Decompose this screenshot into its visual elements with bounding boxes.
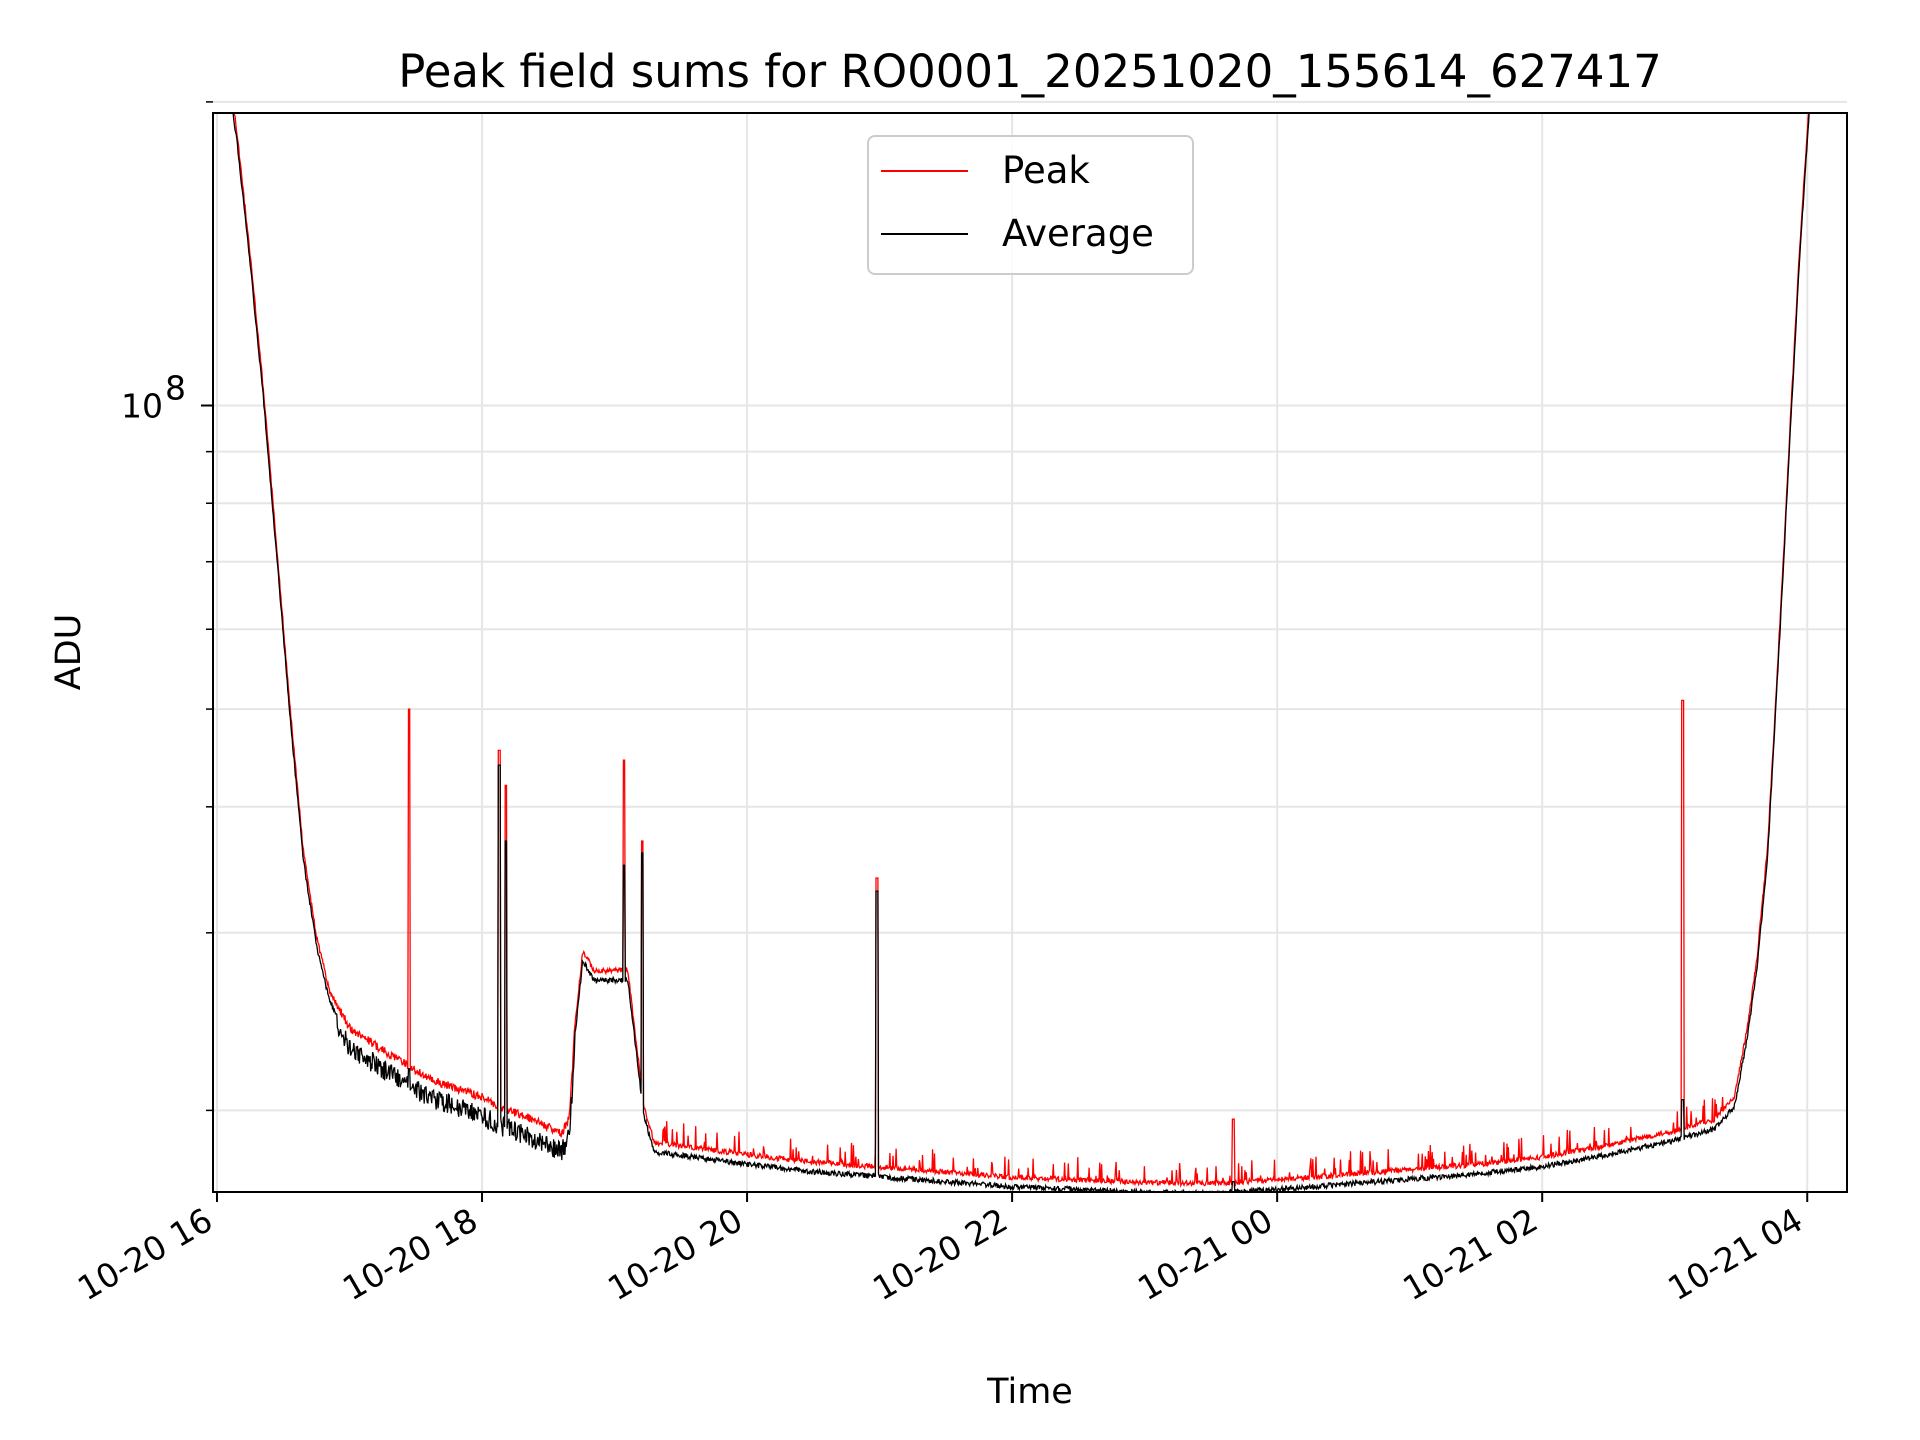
y-tick-label: 10 [121,386,163,425]
legend-average-label: Average [1002,212,1154,255]
legend-peak-label: Peak [1002,149,1090,192]
x-axis-label: Time [986,1372,1073,1412]
y-axis-label: ADU [49,614,89,691]
legend: Peak Average [867,135,1194,275]
series-layer [232,113,1810,1192]
y-tick-exponent: 8 [165,368,186,407]
chart-title: Peak field sums for RO0001_20251020_1556… [398,45,1662,98]
series-average-line [232,113,1810,1192]
series-peak-line [233,113,1810,1188]
plot-area-frame [212,112,1848,1193]
